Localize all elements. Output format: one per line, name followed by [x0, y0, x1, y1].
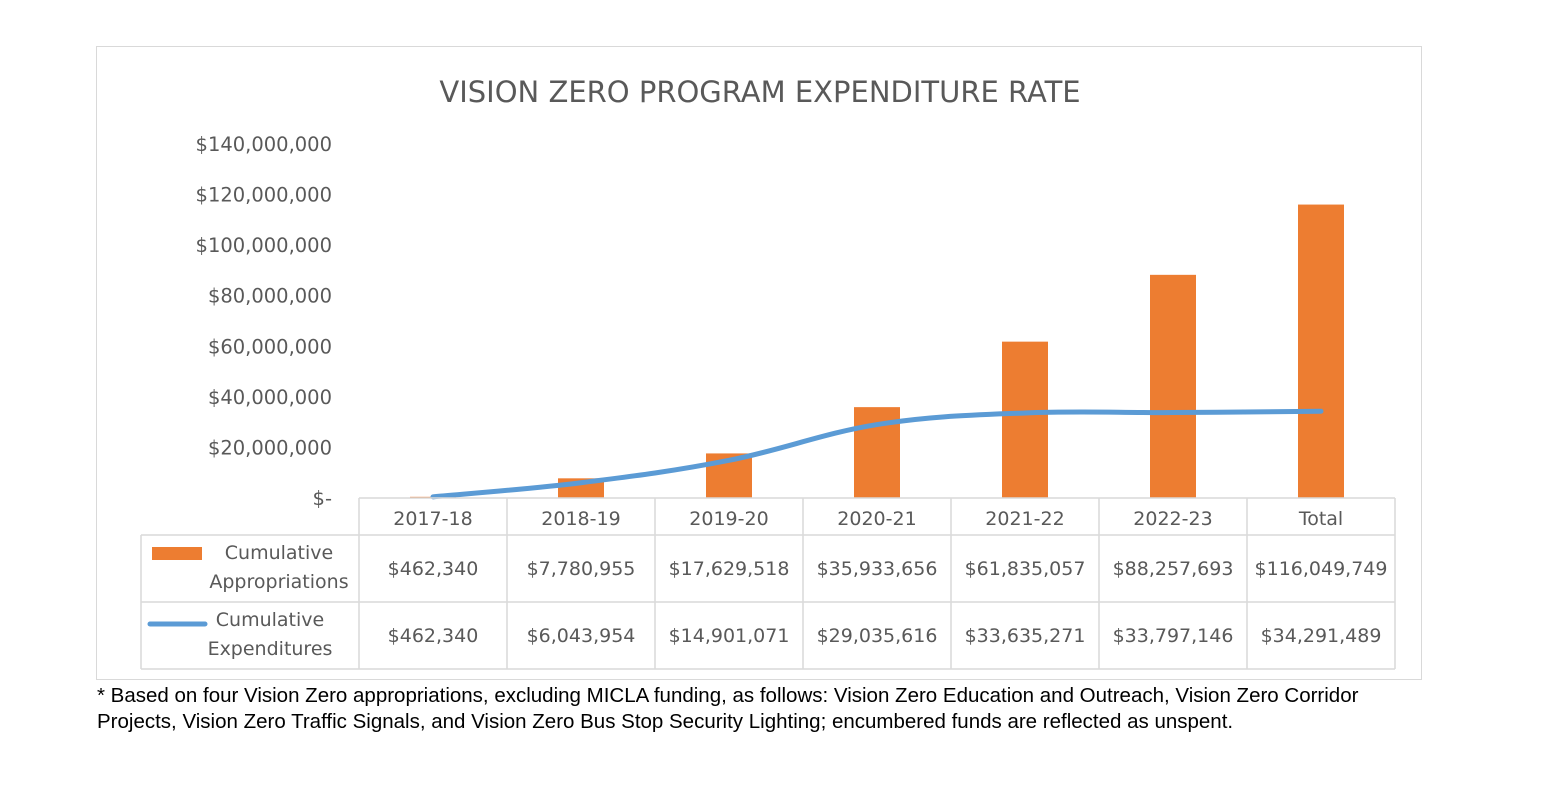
x-category-label: 2021-22 — [985, 508, 1064, 530]
expenditures-line — [430, 408, 1324, 500]
y-tick-label: $120,000,000 — [196, 184, 332, 207]
appropriations-table-value: $35,933,656 — [817, 558, 938, 580]
appropriations-bar — [1002, 341, 1048, 498]
y-tick-label: $60,000,000 — [208, 335, 332, 358]
x-category-label: 2020-21 — [837, 508, 916, 530]
appropriations-table-value: $116,049,749 — [1255, 558, 1388, 580]
appropriations-bar — [1298, 204, 1344, 498]
expenditures-table-value: $34,291,489 — [1261, 625, 1382, 647]
chart-title: VISION ZERO PROGRAM EXPENDITURE RATE — [439, 75, 1080, 109]
expenditures-table-value: $29,035,616 — [817, 625, 938, 647]
expenditures-table-value: $33,635,271 — [965, 625, 1086, 647]
appropriations-table-value: $17,629,518 — [669, 558, 790, 580]
y-tick-label: $100,000,000 — [196, 234, 332, 257]
expenditures-table-value: $462,340 — [388, 625, 479, 647]
appropriations-legend-label: Appropriations — [209, 571, 348, 593]
footnote: * Based on four Vision Zero appropriatio… — [97, 684, 1359, 733]
y-tick-label: $140,000,000 — [196, 133, 332, 156]
expenditures-table-value: $33,797,146 — [1113, 625, 1234, 647]
x-category-label: 2018-19 — [541, 508, 620, 530]
x-category-label: Total — [1298, 508, 1343, 530]
y-tick-label: $20,000,000 — [208, 436, 332, 459]
appropriations-legend-key — [152, 547, 202, 560]
x-category-label: 2017-18 — [393, 508, 472, 530]
chart-frame: VISION ZERO PROGRAM EXPENDITURE RATE $- $2… — [96, 46, 1422, 680]
appropriations-table-value: $61,835,057 — [965, 558, 1086, 580]
expenditures-table-value: $14,901,071 — [669, 625, 790, 647]
chart: VISION ZERO PROGRAM EXPENDITURE RATE $- $2… — [140, 75, 1396, 670]
y-tick-label: $40,000,000 — [208, 386, 332, 409]
x-category-label: 2022-23 — [1133, 508, 1212, 530]
y-tick-label: $- — [313, 487, 332, 510]
x-category-label: 2019-20 — [689, 508, 768, 530]
expenditures-table-value: $6,043,954 — [527, 625, 636, 647]
y-tick-label: $80,000,000 — [208, 285, 332, 308]
appropriations-bar — [1150, 274, 1196, 498]
expenditures-legend-label: Cumulative — [216, 609, 324, 631]
appropriations-table-value: $462,340 — [388, 558, 479, 580]
expenditures-legend-label: Expenditures — [208, 638, 333, 660]
appropriations-table-value: $88,257,693 — [1113, 558, 1234, 580]
appropriations-table-value: $7,780,955 — [527, 558, 636, 580]
appropriations-legend-label: Cumulative — [225, 542, 333, 564]
